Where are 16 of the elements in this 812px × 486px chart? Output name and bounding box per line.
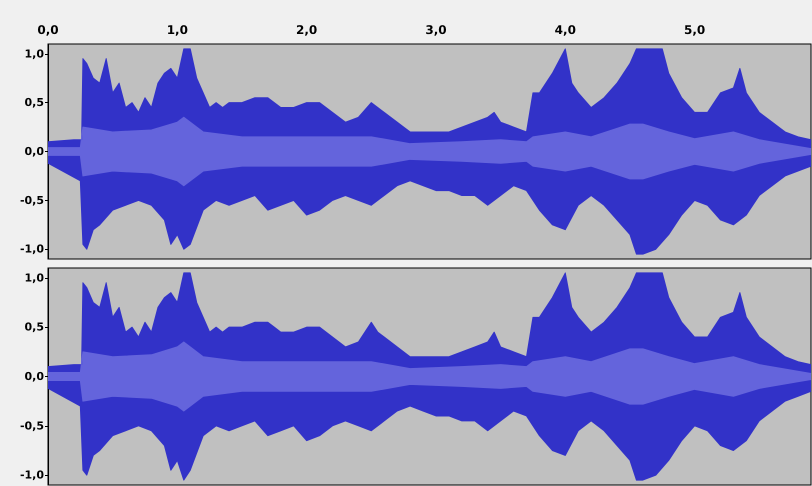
x-tick-label: 4,0 bbox=[554, 23, 576, 37]
y-tick-label: 0,0 bbox=[24, 370, 44, 383]
y-tick-label: 1,0 bbox=[24, 47, 44, 60]
y-tick-label: -0,5 bbox=[20, 419, 44, 432]
y-tick-label: 0,0 bbox=[24, 145, 44, 158]
y-tick-label: 0,5 bbox=[24, 96, 44, 110]
y-tick-label: 0,5 bbox=[24, 320, 44, 334]
y-tick-label: 1,0 bbox=[24, 271, 44, 284]
x-tick-label: 1,0 bbox=[166, 23, 188, 37]
y-tick-label: -1,0 bbox=[20, 468, 44, 482]
x-tick-label: 0,0 bbox=[37, 23, 59, 37]
x-tick-label: 2,0 bbox=[296, 23, 318, 37]
x-tick-label: 5,0 bbox=[684, 23, 706, 37]
y-tick-label: -0,5 bbox=[20, 194, 44, 207]
x-tick-label: 3,0 bbox=[425, 23, 447, 37]
y-tick-label: -1,0 bbox=[20, 242, 44, 256]
